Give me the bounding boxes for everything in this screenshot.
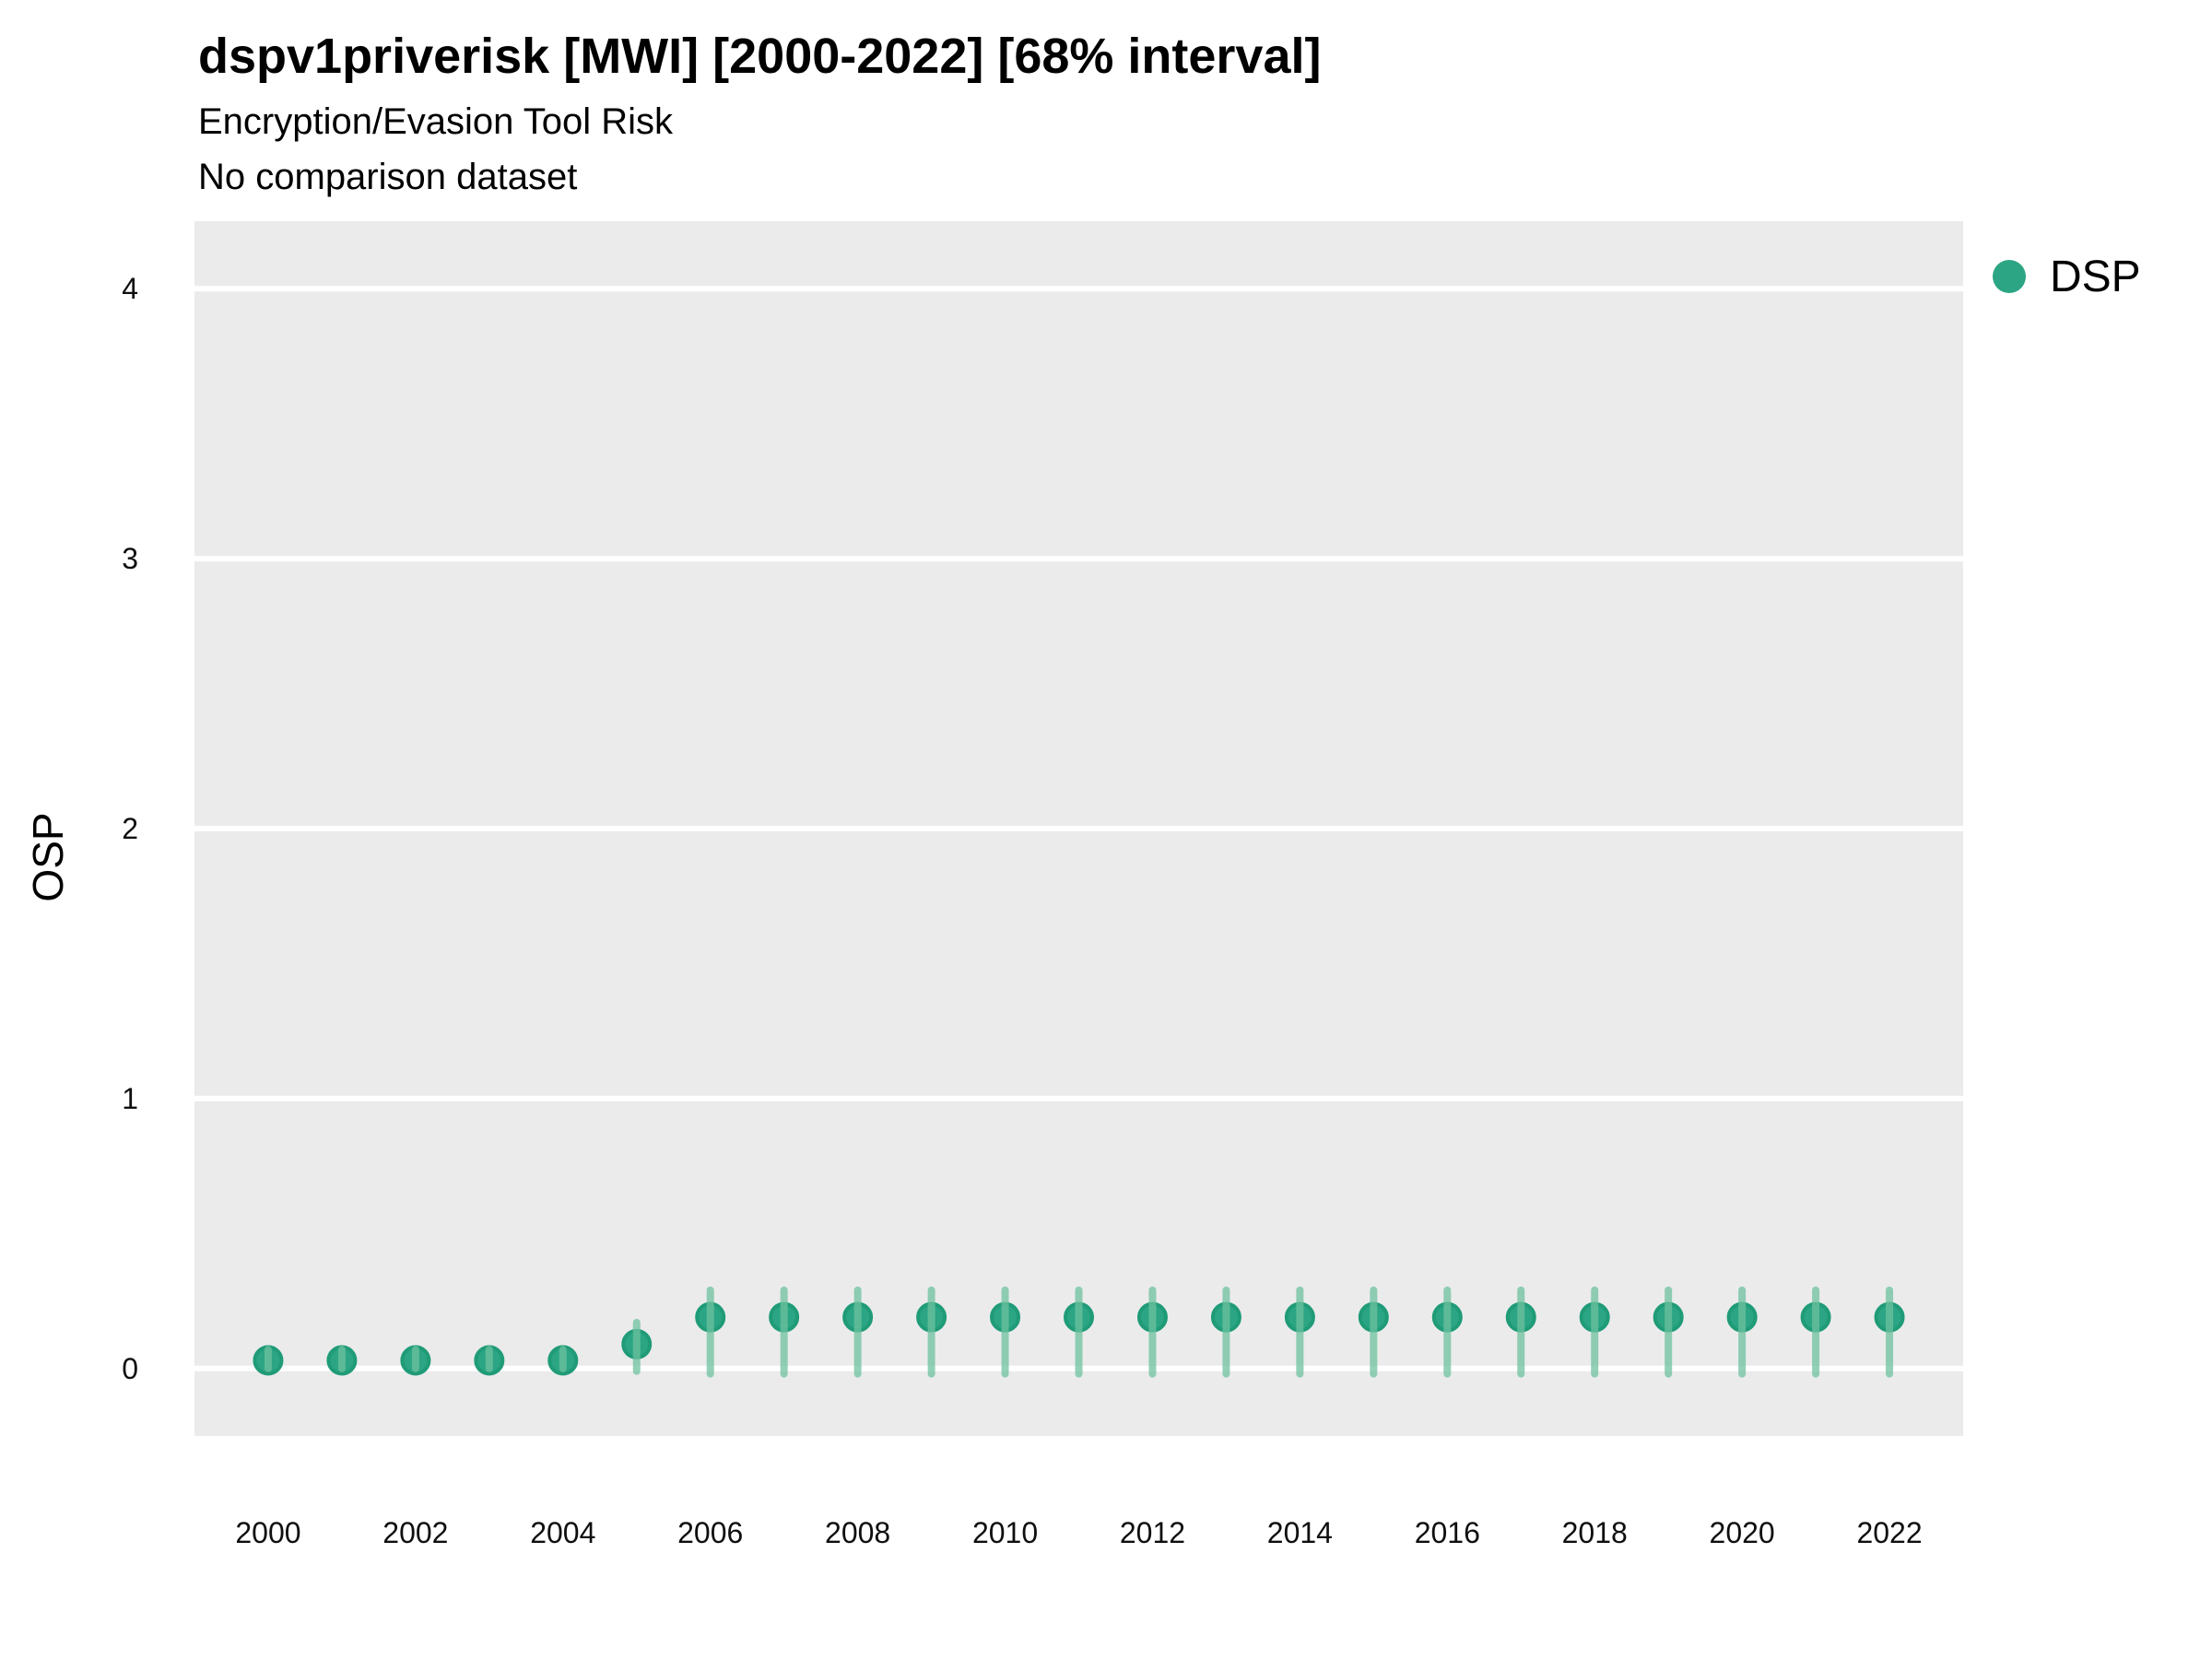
x-tick-label-2006: 2006 [677, 1516, 743, 1549]
x-tick-label-2000: 2000 [235, 1516, 300, 1549]
comparison-note: No comparison dataset [198, 157, 578, 197]
x-tick-label-2022: 2022 [1856, 1516, 1922, 1549]
x-tick-label-2016: 2016 [1415, 1516, 1480, 1549]
y-axis-title: OSP [24, 812, 72, 902]
x-tick-label-2014: 2014 [1267, 1516, 1333, 1549]
x-tick-label-2010: 2010 [972, 1516, 1038, 1549]
x-tick-label-2012: 2012 [1120, 1516, 1185, 1549]
x-tick-label-2020: 2020 [1710, 1516, 1775, 1549]
x-tick-label-2002: 2002 [382, 1516, 448, 1549]
y-tick-label-3: 3 [122, 542, 138, 575]
x-tick-label-2004: 2004 [530, 1516, 595, 1549]
legend: DSP [1993, 251, 2141, 302]
y-tick-label-4: 4 [122, 272, 138, 305]
y-tick-label-2: 2 [122, 812, 138, 845]
legend-label-dsp: DSP [2050, 252, 2141, 301]
y-tick-label-1: 1 [122, 1082, 138, 1115]
chart-subtitle: Encryption/Evasion Tool Risk [198, 101, 674, 142]
x-tick-label-2018: 2018 [1562, 1516, 1628, 1549]
chart-title: dspv1priverisk [MWI] [2000-2022] [68% in… [198, 29, 1322, 84]
x-tick-label-2008: 2008 [825, 1516, 890, 1549]
legend-marker-icon [1993, 260, 2026, 293]
y-tick-label-0: 0 [122, 1352, 138, 1385]
